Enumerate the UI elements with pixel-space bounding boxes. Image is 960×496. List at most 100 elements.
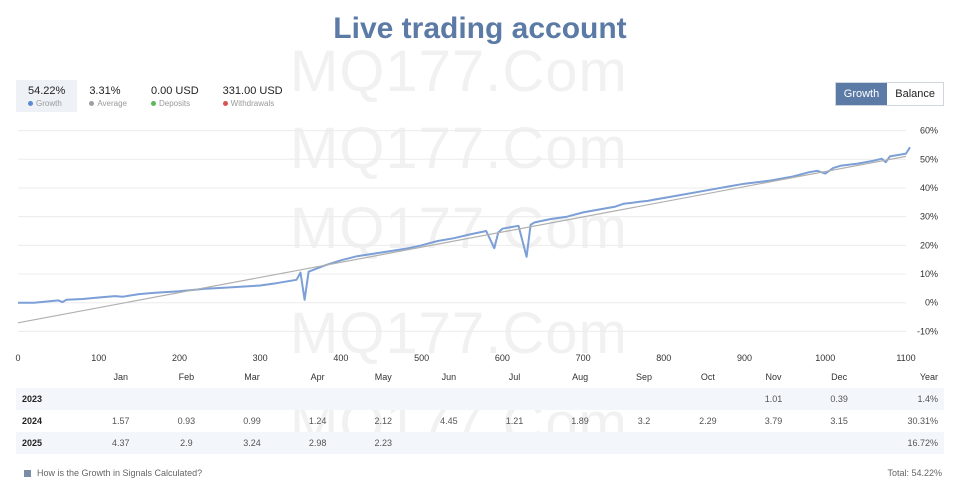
header-cell: Dec <box>831 372 848 382</box>
stat-withdrawals[interactable]: 331.00 USD Withdrawals <box>211 80 295 112</box>
stat-deposits[interactable]: 0.00 USD Deposits <box>139 80 211 112</box>
summary-stats: 54.22% Growth 3.31% Average 0.00 USD Dep… <box>16 80 295 112</box>
month-cell: 0.93 <box>177 416 196 426</box>
month-cell: 1.21 <box>505 416 524 426</box>
header-cell: Jul <box>508 372 521 382</box>
info-icon <box>24 469 31 477</box>
month-cell: 2.29 <box>699 416 717 426</box>
y-tick-label: 60% <box>920 126 938 136</box>
x-tick-label: 600 <box>495 353 510 363</box>
stat-value: 331.00 USD <box>222 85 283 97</box>
month-cell <box>219 388 285 410</box>
month-cell <box>481 388 548 410</box>
growth-calculation-link-label: How is the Growth in Signals Calculated? <box>37 468 203 478</box>
month-cell: 2.98 <box>284 432 351 454</box>
legend-dot-icon <box>28 101 33 106</box>
header-cell: Jun <box>441 372 457 382</box>
y-tick-label: 0% <box>925 298 938 308</box>
monthly-growth-table: Jan Feb Mar Apr May Jun Jul Aug Sep Oct … <box>16 366 944 454</box>
header-cell: Oct <box>700 372 715 382</box>
stat-growth[interactable]: 54.22% Growth <box>16 80 78 112</box>
legend-dot-icon <box>89 101 95 106</box>
header-cell: Year <box>919 372 938 382</box>
year-total-cell: 16.72% <box>872 432 944 454</box>
month-cell: 3.15 <box>830 416 848 426</box>
header-cell: Sep <box>635 372 652 382</box>
x-tick-label: 800 <box>656 353 671 363</box>
x-tick-label: 1000 <box>815 353 835 363</box>
trend-line <box>17 155 907 324</box>
month-cell: 3.24 <box>219 432 285 454</box>
month-cell: 2.12 <box>374 416 392 426</box>
year-total-cell: 1.4% <box>872 388 944 410</box>
stat-value: 54.22% <box>28 85 66 97</box>
header-cell: Apr <box>310 372 325 382</box>
x-tick-label: 700 <box>576 353 591 363</box>
month-cell <box>547 432 613 454</box>
month-cell: 4.45 <box>440 416 458 426</box>
total-growth: Total: 54.22% <box>887 468 942 478</box>
month-cell <box>547 388 613 410</box>
y-tick-label: 10% <box>920 269 938 279</box>
header-cell: Feb <box>178 372 195 382</box>
table-row: 2024 1.57 0.93 0.99 1.24 2.12 4.45 1.21 … <box>16 410 944 432</box>
month-cell <box>88 388 154 410</box>
x-tick-label: 900 <box>737 353 752 363</box>
header-cell: Nov <box>765 372 782 382</box>
month-cell: 0.99 <box>243 416 261 426</box>
x-tick-label: 300 <box>253 353 268 363</box>
month-cell <box>416 388 482 410</box>
x-tick-label: 200 <box>172 353 187 363</box>
month-cell: 1.24 <box>308 416 327 426</box>
stat-label: Average <box>97 99 127 108</box>
year-cell: 2023 <box>16 388 88 410</box>
stat-label: Growth <box>36 99 62 108</box>
header-cell: May <box>374 372 392 382</box>
month-cell <box>481 432 548 454</box>
x-tick-label: 100 <box>91 353 106 363</box>
month-cell <box>612 388 676 410</box>
month-cell <box>612 432 676 454</box>
watermark: MQ177.Com <box>290 39 628 104</box>
year-cell: 2025 <box>16 432 88 454</box>
month-cell <box>153 388 220 410</box>
month-cell: 4.37 <box>88 432 154 454</box>
stat-value: 3.31% <box>89 85 121 97</box>
month-cell: 3.79 <box>764 416 783 426</box>
stat-label: Deposits <box>158 99 191 108</box>
month-cell <box>416 432 482 454</box>
chart-mode-tabs: Growth Balance <box>834 82 944 106</box>
stat-average[interactable]: 3.31% Average <box>77 80 139 112</box>
month-cell: 2.9 <box>153 432 220 454</box>
year-cell: 2024 <box>22 416 43 426</box>
header-cell <box>16 366 88 388</box>
month-cell: 3.2 <box>637 416 651 426</box>
header-cell: Aug <box>572 372 589 382</box>
y-tick-label: -10% <box>917 326 938 336</box>
table-row: 2023 1.01 0.39 1.4% <box>16 388 944 410</box>
month-cell <box>806 432 872 454</box>
x-tick-label: 400 <box>333 353 348 363</box>
growth-chart: 60% 50% 40% 30% 20% 10% 0% -10% 0 100 200 300 400 500… <box>15 126 938 363</box>
page-title: Live trading account <box>333 12 627 45</box>
year-total-cell: 30.31% <box>907 416 938 426</box>
x-tick-label: 0 <box>15 353 20 363</box>
y-tick-label: 30% <box>920 212 938 222</box>
table-header-row: Jan Feb Mar Apr May Jun Jul Aug Sep Oct … <box>16 366 944 388</box>
header-cell: Mar <box>244 372 260 382</box>
month-cell <box>740 432 807 454</box>
y-tick-label: 50% <box>920 154 938 164</box>
month-cell: 0.39 <box>806 388 872 410</box>
month-cell <box>284 388 351 410</box>
stat-label: Withdrawals <box>230 99 275 108</box>
month-cell <box>675 388 741 410</box>
header-cell: Jan <box>113 372 129 382</box>
growth-calculation-link[interactable]: How is the Growth in Signals Calculated? <box>24 468 202 478</box>
x-tick-label: 500 <box>414 353 429 363</box>
month-cell <box>675 432 741 454</box>
y-tick-label: 20% <box>920 240 938 250</box>
growth-line <box>18 146 911 304</box>
month-cell <box>350 388 417 410</box>
tab-growth[interactable]: Growth <box>835 83 888 105</box>
tab-balance[interactable]: Balance <box>887 83 943 105</box>
